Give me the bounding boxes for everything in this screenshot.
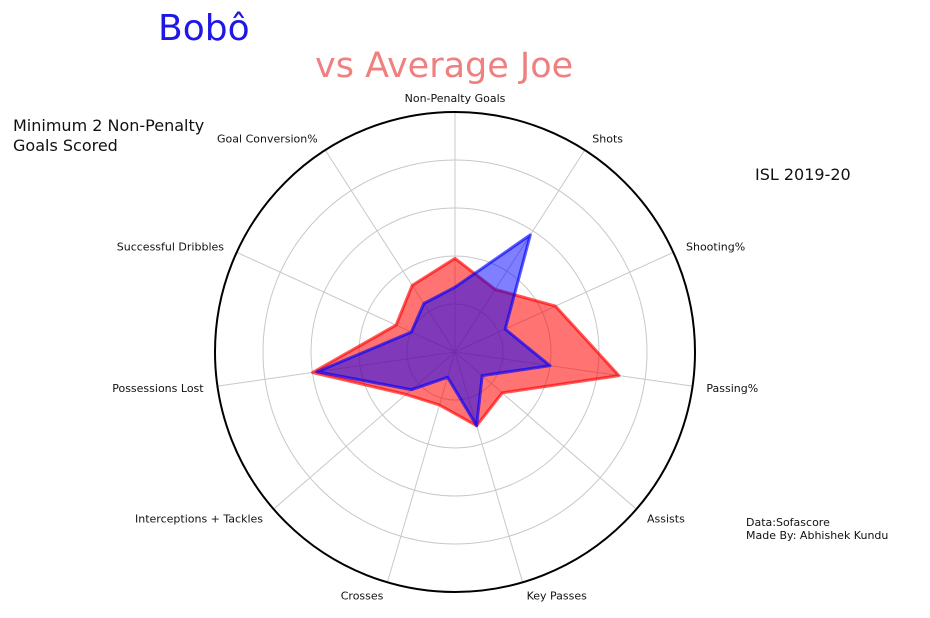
axis-label-6: Key Passes xyxy=(527,590,588,603)
chart-title-versus: vs Average Joe xyxy=(315,46,574,86)
axis-label-3: Shooting% xyxy=(686,241,745,254)
axis-label-9: Possessions Lost xyxy=(112,382,204,395)
chart-title-player: Bobô xyxy=(158,8,250,49)
radar-outer-frame xyxy=(214,111,696,593)
axis-label-11: Goal Conversion% xyxy=(217,132,318,145)
series-area-bobo xyxy=(315,233,552,428)
axis-label-1: Non-Penalty Goals xyxy=(405,92,506,105)
axis-label-2: Shots xyxy=(592,132,623,145)
axis-label-4: Passing% xyxy=(706,382,758,395)
axis-label-5: Assists xyxy=(647,512,685,525)
axis-label-8: Interceptions + Tackles xyxy=(135,512,263,525)
credits-note: Data:Sofascore Made By: Abhishek Kundu xyxy=(746,516,889,542)
season-label: ISL 2019-20 xyxy=(755,165,851,184)
axis-label-7: Crosses xyxy=(341,590,384,603)
axis-label-10: Successful Dribbles xyxy=(117,241,225,254)
filter-note: Minimum 2 Non-Penalty Goals Scored xyxy=(13,116,205,155)
